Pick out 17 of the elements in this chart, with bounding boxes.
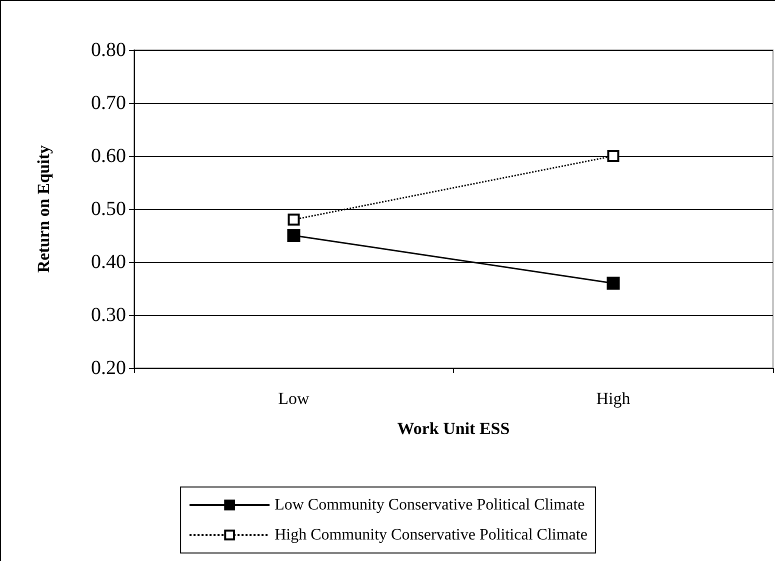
y-tick-label: 0.60 <box>91 145 126 167</box>
y-tick-label: 0.20 <box>91 357 126 379</box>
x-tick-label: High <box>596 389 631 408</box>
x-axis-title: Work Unit ESS <box>397 419 510 438</box>
y-tick-label: 0.50 <box>91 198 126 220</box>
y-tick-label: 0.40 <box>91 251 126 273</box>
point <box>606 276 620 290</box>
point <box>287 229 300 242</box>
y-tick-label: 0.30 <box>91 304 126 326</box>
point <box>607 150 620 162</box>
legend-label: High Community Conservative Political Climate <box>274 526 588 544</box>
y-axis-title: Return on Equity <box>34 144 53 273</box>
x-tick-label: Low <box>278 389 310 408</box>
legend-label: Low Community Conservative Political Climate <box>274 496 585 514</box>
y-tick-label: 0.70 <box>91 92 126 114</box>
y-tick-label: 0.80 <box>91 39 126 61</box>
point <box>288 214 300 226</box>
